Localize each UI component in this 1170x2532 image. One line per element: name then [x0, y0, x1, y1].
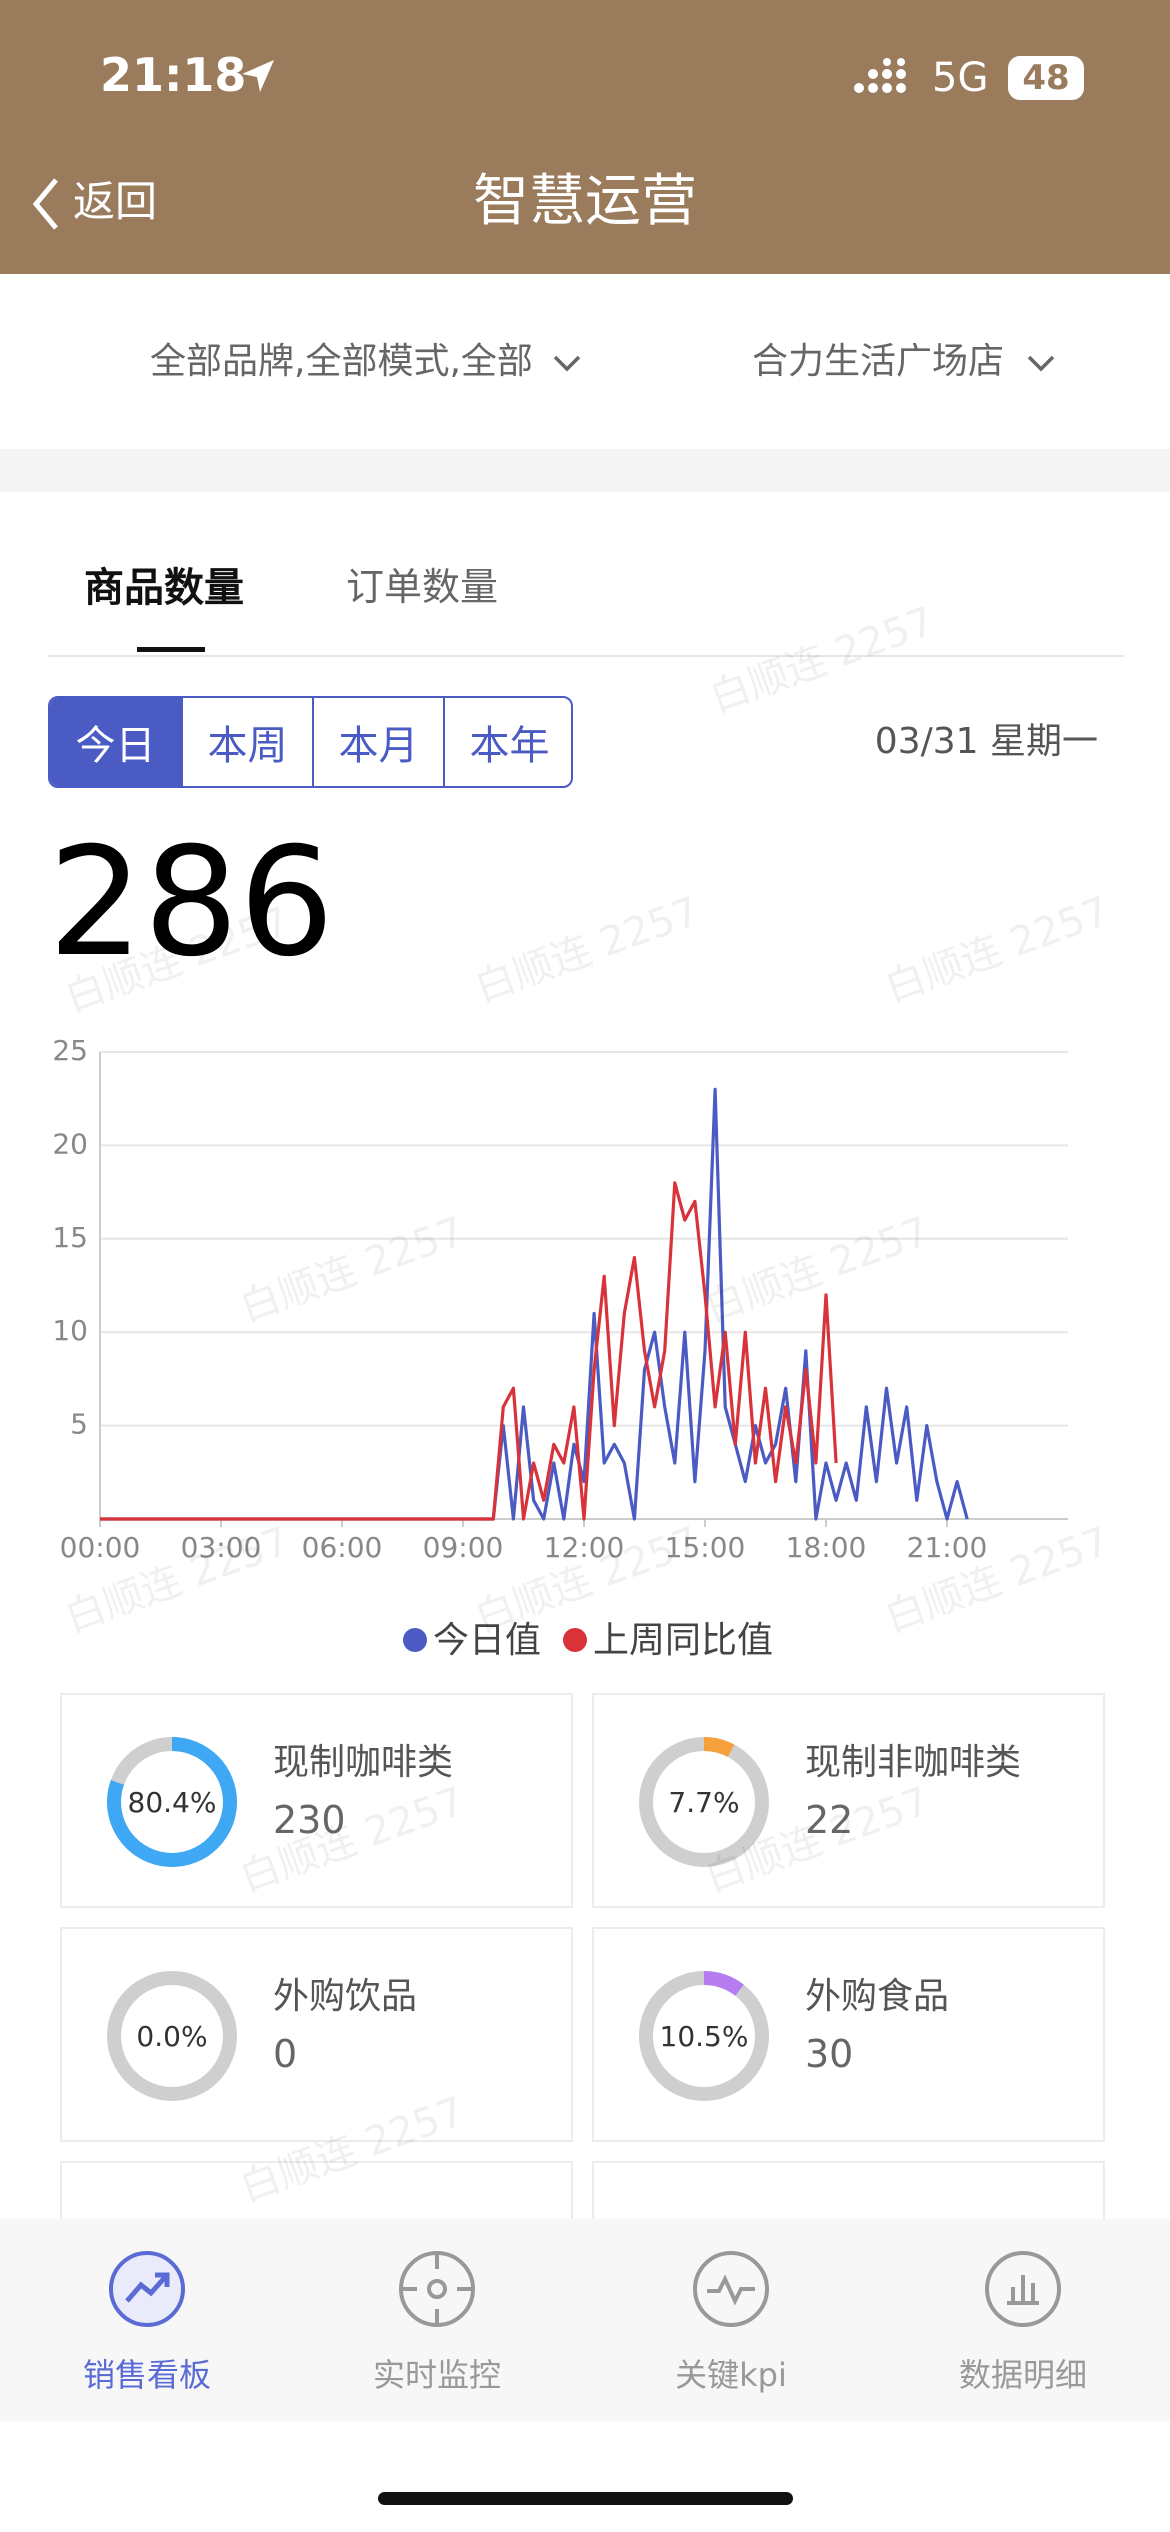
card-name: 现制非咖啡类 — [805, 1742, 1022, 1783]
x-tick-label: 09:00 — [423, 1531, 504, 1564]
x-tick-label: 15:00 — [665, 1531, 746, 1564]
y-tick-label: 10 — [52, 1314, 88, 1347]
nav-icon — [693, 2251, 769, 2327]
nav-label: 实时监控 — [372, 2356, 501, 2394]
donut-label: 0.0% — [136, 2020, 207, 2053]
period-selector: 今日 本周 本月 本年 — [48, 696, 573, 788]
nav-item[interactable]: 销售看板 — [37, 2249, 257, 2399]
card: 10.5% 外购食品 30 — [592, 1927, 1105, 2142]
tab[interactable]: 订单数量 — [346, 565, 499, 609]
chart: 5 10 15 20 25 00:00 03:00 06:00 09:00 12:00 15:00 1… — [52, 1034, 1068, 1661]
signal-icon — [854, 58, 906, 93]
donut-arc — [639, 1737, 769, 1867]
card: 80.4% 现制咖啡类 230 — [60, 1693, 573, 1908]
back-button[interactable]: 返回 — [73, 177, 158, 226]
y-tick-label: 20 — [52, 1127, 88, 1160]
nav-label: 销售看板 — [82, 2356, 211, 2394]
section-gap — [0, 449, 1170, 492]
network: 5G — [932, 55, 989, 101]
battery: 48 — [1008, 56, 1084, 100]
card-name: 外购食品 — [805, 1976, 950, 2017]
donut-arc — [639, 1971, 769, 2101]
donut-track — [107, 1971, 237, 2101]
chevron — [1027, 355, 1055, 372]
x-tick-label: 03:00 — [181, 1531, 262, 1564]
nav-label: 关键kpi — [675, 2356, 787, 2394]
legend-label: 今日值 — [433, 1620, 541, 1661]
bottom-nav: 销售看板 实时监控 关键kpi 数据明细 — [0, 2219, 1170, 2421]
series-line — [100, 1087, 969, 1521]
tab-active[interactable]: 商品数量 — [84, 565, 244, 611]
y-tick-label: 15 — [52, 1221, 88, 1254]
legend-marker — [563, 1628, 587, 1652]
donut: 10.5% — [639, 1971, 769, 2101]
donut: 0.0% — [107, 1971, 237, 2101]
chevron — [553, 355, 581, 372]
brand-filter[interactable]: 全部品牌,全部模式,全部 — [150, 341, 533, 382]
legend-marker — [403, 1628, 427, 1652]
tab-underline — [137, 647, 205, 652]
nav-label: 数据明细 — [958, 2356, 1087, 2394]
total: 286 — [48, 816, 335, 990]
series-line — [100, 1181, 838, 1521]
y-tick-label: 25 — [52, 1034, 88, 1067]
card-value: 30 — [805, 2032, 854, 2076]
legend-label: 上周同比值 — [593, 1620, 773, 1661]
donut-label: 10.5% — [660, 2020, 749, 2053]
period[interactable]: 本周 — [181, 698, 312, 786]
date: 03/31 星期一 — [874, 721, 1098, 762]
nav-icon — [985, 2251, 1061, 2327]
card-name: 外购饮品 — [273, 1976, 418, 2017]
divider — [48, 655, 1124, 657]
watermark: 白顺连 2257 — [879, 888, 1116, 1012]
card-value: 0 — [273, 2032, 298, 2076]
page-title: 智慧运营 — [473, 169, 697, 234]
x-tick-label: 18:00 — [786, 1531, 867, 1564]
x-tick-label: 12:00 — [544, 1531, 625, 1564]
nav-item[interactable]: 实时监控 — [327, 2249, 547, 2399]
card-name: 现制咖啡类 — [273, 1742, 454, 1783]
nav-icon — [399, 2251, 475, 2327]
donut: 80.4% — [107, 1737, 237, 1867]
watermark: 白顺连 2257 — [469, 888, 706, 1012]
period[interactable]: 本年 — [443, 698, 571, 786]
donut-arc — [107, 1737, 237, 1867]
nav-icon — [109, 2251, 185, 2327]
back-icon[interactable] — [28, 176, 64, 232]
donut: 7.7% — [639, 1737, 769, 1867]
nav-item[interactable]: 关键kpi — [621, 2249, 841, 2399]
card: 0.0% 外购饮品 0 — [60, 1927, 573, 2142]
home-indicator — [378, 2492, 793, 2505]
period-active[interactable]: 今日 — [50, 698, 181, 786]
header: 21:18 5G 48 返回 智慧运营 — [0, 0, 1170, 274]
clock: 21:18 — [100, 48, 247, 102]
nav-item[interactable]: 数据明细 — [913, 2249, 1133, 2399]
x-tick-label: 00:00 — [60, 1531, 141, 1564]
donut-label: 7.7% — [668, 1786, 739, 1819]
card-value: 22 — [805, 1798, 854, 1842]
x-tick-label: 06:00 — [302, 1531, 383, 1564]
y-tick-label: 5 — [70, 1408, 88, 1441]
card-value: 230 — [273, 1798, 346, 1842]
card: 7.7% 现制非咖啡类 22 — [592, 1693, 1105, 1908]
period[interactable]: 本月 — [312, 698, 443, 786]
location-icon — [242, 60, 274, 92]
store-filter[interactable]: 合力生活广场店 — [752, 341, 1005, 382]
watermark: 白顺连 2257 — [704, 598, 941, 722]
x-tick-label: 21:00 — [907, 1531, 988, 1564]
donut-label: 80.4% — [128, 1786, 217, 1819]
